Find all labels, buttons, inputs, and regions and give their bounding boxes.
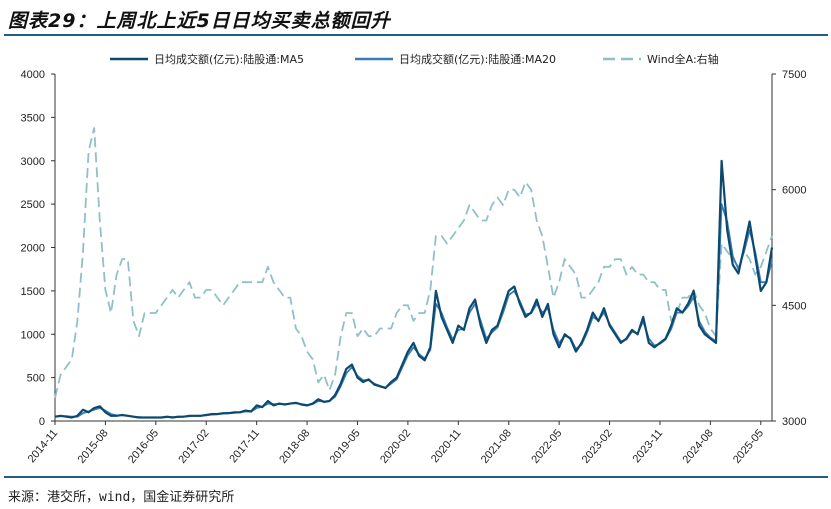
right-tick-label: 3000 xyxy=(782,416,806,428)
top-divider xyxy=(4,34,828,36)
left-tick-label: 2000 xyxy=(21,243,45,255)
x-tick-label: 2017-02 xyxy=(176,427,211,466)
chart-title: 图表29：上周北上近5日日均买卖总额回升 xyxy=(8,10,391,32)
bottom-divider xyxy=(4,476,828,478)
x-tick-label: 2023-02 xyxy=(580,427,615,466)
series-line-1 xyxy=(54,203,773,419)
left-tick-label: 500 xyxy=(27,373,45,385)
left-tick-label: 4000 xyxy=(21,69,45,81)
source-note: 来源：港交所，wind，国金证券研究所 xyxy=(8,490,235,505)
x-tick-label: 2015-08 xyxy=(76,427,111,466)
axes: 0 500 1000 1500 2000 2500 3000 3500 4000 3000 4500… xyxy=(21,69,807,466)
x-tick-label: 2019-05 xyxy=(328,427,363,466)
series-line-2 xyxy=(54,127,773,399)
legend: 日均成交额(亿元):陆股通:MA5 日均成交额(亿元):陆股通:MA20 Wind全… xyxy=(110,52,719,66)
x-tick-label: 2016-05 xyxy=(126,427,161,466)
legend-label-0: 日均成交额(亿元):陆股通:MA5 xyxy=(154,52,304,66)
left-tick-label: 3000 xyxy=(21,156,45,168)
x-tick-label: 2020-02 xyxy=(378,427,413,466)
right-tick-label: 6000 xyxy=(782,185,806,197)
left-tick-label: 1500 xyxy=(21,286,45,298)
x-tick-label: 2017-11 xyxy=(227,427,262,465)
x-tick-label: 2022-05 xyxy=(529,427,564,466)
left-tick-label: 1000 xyxy=(21,329,45,341)
series-lines xyxy=(54,127,774,419)
left-tick-label: 0 xyxy=(39,416,45,428)
x-tick-label: 2014-11 xyxy=(26,427,61,465)
left-tick-label: 3500 xyxy=(21,112,45,124)
x-tick-label: 2021-08 xyxy=(479,427,514,466)
right-tick-label: 4500 xyxy=(782,300,806,312)
legend-label-1: 日均成交额(亿元):陆股通:MA20 xyxy=(399,52,556,66)
x-tick-label: 2023-11 xyxy=(631,427,666,465)
legend-label-2: Wind全A:右轴 xyxy=(647,52,719,66)
x-tick-label: 2024-08 xyxy=(681,427,716,466)
series-line-0 xyxy=(54,159,774,419)
x-tick-label: 2020-11 xyxy=(429,427,464,465)
x-tick-label: 2018-08 xyxy=(277,427,312,466)
right-tick-label: 7500 xyxy=(782,69,806,81)
left-tick-label: 2500 xyxy=(21,199,45,211)
x-tick-label: 2025-05 xyxy=(731,427,766,466)
